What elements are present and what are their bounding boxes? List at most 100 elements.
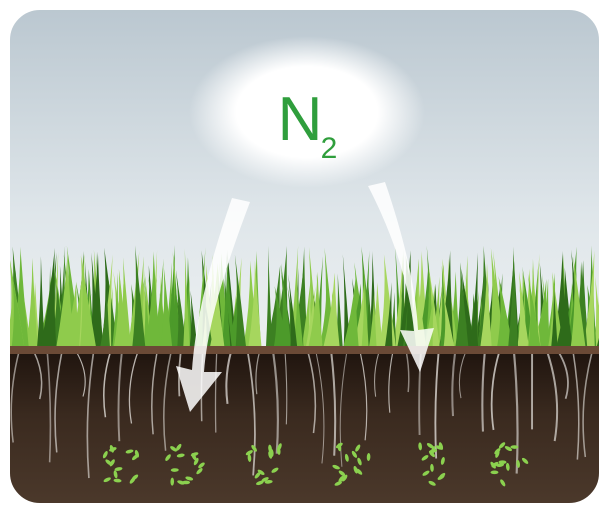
bacterium bbox=[125, 449, 134, 454]
root bbox=[103, 351, 112, 418]
grass-blade bbox=[11, 271, 25, 350]
bacterium bbox=[429, 448, 438, 453]
bacterium bbox=[344, 453, 349, 462]
grass-blade bbox=[527, 273, 541, 350]
grass-blade bbox=[90, 252, 101, 350]
bacterium bbox=[500, 479, 506, 487]
root bbox=[33, 351, 43, 400]
bacterium bbox=[418, 442, 422, 451]
root bbox=[225, 351, 232, 404]
bacterium bbox=[113, 470, 118, 479]
bacterium bbox=[103, 477, 111, 483]
root bbox=[572, 351, 580, 460]
bacterium bbox=[170, 477, 175, 486]
bacterium bbox=[510, 445, 519, 449]
subscript: 2 bbox=[321, 132, 338, 165]
root bbox=[315, 351, 325, 464]
arrows bbox=[176, 182, 434, 412]
grass-blade bbox=[570, 256, 586, 350]
root bbox=[405, 351, 410, 393]
root bbox=[339, 351, 348, 467]
bacterium bbox=[496, 463, 505, 467]
grass-blade bbox=[79, 255, 92, 350]
bacterium bbox=[131, 474, 139, 481]
bacterium bbox=[498, 442, 506, 449]
root bbox=[458, 351, 467, 399]
bacterium bbox=[247, 454, 252, 462]
root bbox=[451, 351, 457, 417]
grass-blade bbox=[55, 251, 71, 350]
grass-blade bbox=[322, 272, 340, 350]
root bbox=[388, 351, 394, 413]
grass-blade bbox=[378, 254, 397, 350]
bacterium bbox=[505, 462, 510, 471]
grass-blade bbox=[8, 294, 14, 350]
root bbox=[54, 351, 63, 453]
grass-blade bbox=[62, 281, 80, 350]
grass-blade bbox=[550, 285, 558, 350]
bacterium bbox=[105, 459, 112, 466]
bacterium bbox=[185, 476, 194, 481]
grass-blade bbox=[361, 269, 369, 350]
grass-blade bbox=[342, 275, 359, 350]
bacterium bbox=[176, 453, 185, 458]
grass-blade bbox=[443, 293, 455, 350]
grass-blade bbox=[507, 246, 519, 350]
bacterium bbox=[338, 475, 344, 483]
bacterium bbox=[193, 457, 199, 466]
grass-blade bbox=[361, 250, 370, 350]
root bbox=[330, 351, 337, 456]
grass-blade bbox=[555, 280, 574, 350]
bacterium bbox=[516, 459, 521, 468]
grass-blade bbox=[428, 266, 441, 350]
bacterium bbox=[422, 470, 430, 476]
grass-blade bbox=[175, 269, 187, 350]
bacterium bbox=[353, 465, 358, 474]
grass-blade bbox=[160, 267, 173, 350]
root bbox=[490, 351, 501, 431]
bacterium bbox=[264, 479, 273, 484]
bacterium bbox=[277, 443, 282, 451]
bacterium bbox=[357, 457, 362, 466]
grass-blade bbox=[307, 271, 324, 350]
grass-blade bbox=[519, 285, 530, 350]
grass-blade bbox=[113, 268, 129, 350]
grass-blade bbox=[234, 254, 247, 350]
root bbox=[546, 351, 559, 442]
frame bbox=[6, 6, 603, 507]
root bbox=[163, 351, 172, 451]
bacterium bbox=[366, 453, 371, 462]
bacterium bbox=[351, 450, 358, 458]
bacterium bbox=[490, 470, 499, 475]
grass-blade bbox=[153, 258, 164, 350]
bacterium bbox=[198, 462, 205, 469]
grass-blade bbox=[0, 269, 4, 350]
root bbox=[481, 351, 486, 432]
arrow-right bbox=[368, 182, 434, 372]
bacterium bbox=[257, 469, 265, 475]
grass-blade bbox=[301, 276, 312, 350]
grass-blade bbox=[368, 291, 377, 350]
grass-blade bbox=[438, 250, 454, 350]
bacteria bbox=[102, 442, 529, 487]
grass-blade bbox=[384, 282, 393, 350]
grass-blade bbox=[479, 263, 492, 350]
grass-blade bbox=[547, 271, 564, 350]
root bbox=[246, 351, 256, 476]
grass-blade bbox=[469, 252, 479, 350]
root bbox=[582, 351, 593, 458]
bacterium bbox=[495, 450, 500, 458]
bacterium bbox=[254, 471, 261, 479]
roots bbox=[10, 351, 601, 479]
grass-blade bbox=[455, 262, 469, 350]
bacterium bbox=[114, 467, 123, 471]
root bbox=[374, 351, 380, 397]
bacterium bbox=[341, 474, 348, 482]
bacterium bbox=[255, 480, 264, 486]
grass-blade bbox=[99, 288, 111, 350]
root bbox=[557, 351, 569, 400]
bacterium bbox=[261, 477, 269, 482]
grass-blade bbox=[209, 283, 225, 350]
bacterium bbox=[109, 444, 115, 453]
